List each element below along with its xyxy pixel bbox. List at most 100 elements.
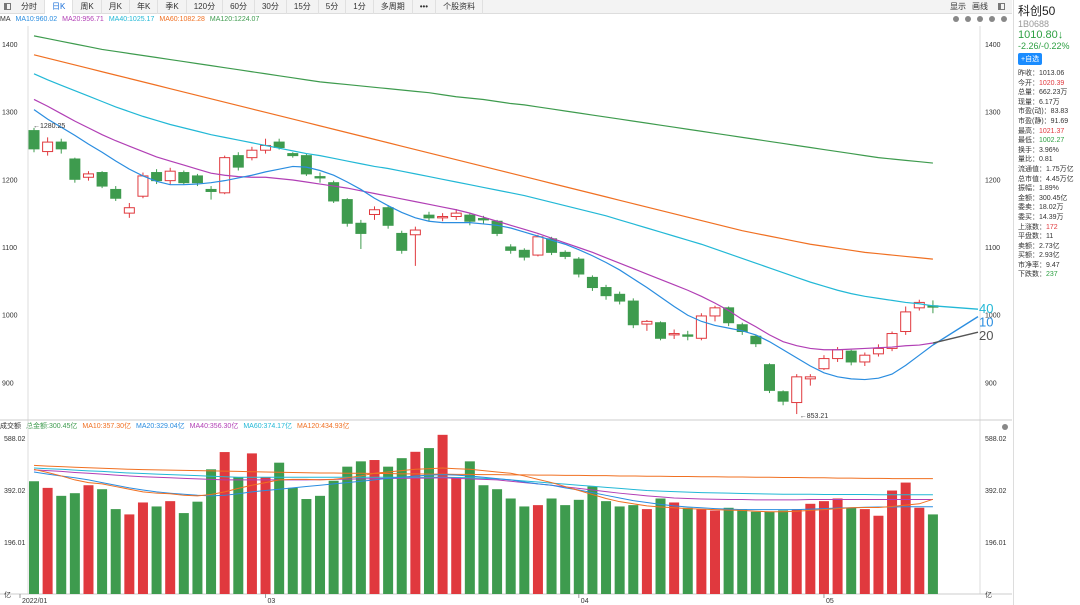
candle-body — [900, 311, 912, 333]
volume-legend-item-3: MA40:356.30亿 — [189, 423, 239, 430]
volume-bar — [546, 498, 557, 594]
stat-value: 11 — [1046, 233, 1054, 241]
volume-bar — [206, 469, 217, 594]
stat-row-16: 上涨数：172 — [1018, 223, 1080, 233]
candle-body — [273, 141, 285, 149]
candle-body — [382, 207, 394, 226]
tab-period-11[interactable]: 1分 — [346, 0, 374, 14]
stat-row-8: 换手：3.96% — [1018, 146, 1080, 156]
stat-row-3: 现量：6.17万 — [1018, 98, 1080, 108]
tab-period-7[interactable]: 60分 — [223, 0, 255, 14]
candle-body — [573, 258, 585, 275]
candle-body — [518, 249, 530, 258]
volume-tick-left: 392.02 — [4, 488, 26, 495]
volume-bar — [532, 505, 543, 594]
volume-bar — [927, 514, 938, 594]
tab-period-1[interactable]: 日K — [45, 0, 74, 14]
volume-bar — [601, 501, 612, 594]
kline-chart[interactable]: 1400 1400 1300 1300 1200 1200 1100 1100 1000 1000… — [0, 0, 1012, 605]
ma40-extension — [932, 305, 979, 310]
stat-value: 300.45亿 — [1039, 194, 1068, 202]
candle-body — [845, 350, 857, 363]
candle-body — [763, 364, 775, 391]
candle-body — [586, 276, 598, 289]
price-tick-left: 1400 — [2, 42, 18, 49]
ma-legend-item-2: MA40:1025.17 — [108, 16, 155, 23]
tab-period-6[interactable]: 120分 — [187, 0, 224, 14]
candle-body — [777, 391, 789, 402]
draw-line-button[interactable]: 画线 — [972, 2, 988, 11]
volume-bar — [655, 498, 666, 594]
stat-row-5: 市盈(静)：91.69 — [1018, 117, 1080, 127]
candle-body — [532, 236, 544, 256]
volume-bar — [560, 505, 571, 594]
tab-period-9[interactable]: 15分 — [287, 0, 319, 14]
tab-period-0[interactable]: 分时 — [14, 0, 45, 14]
candle-body — [300, 155, 312, 175]
display-button[interactable]: 显示 — [950, 2, 966, 11]
vol-ma40-line — [33, 469, 933, 501]
volume-bar — [805, 503, 816, 594]
stat-value: 6.17万 — [1039, 98, 1060, 106]
tab-period-12[interactable]: 多周期 — [374, 0, 413, 14]
stat-row-20: 市净率：9.47 — [1018, 261, 1080, 271]
stat-label: 换手： — [1018, 146, 1039, 154]
tab-period-14[interactable]: 个股资料 — [436, 0, 484, 14]
candle-body — [600, 287, 612, 297]
volume-bar — [641, 509, 652, 594]
tab-period-2[interactable]: 周K — [73, 0, 102, 14]
end-label-20: 20 — [979, 328, 993, 343]
price-tick-right: 1300 — [985, 110, 1001, 117]
tab-period-8[interactable]: 30分 — [255, 0, 287, 14]
volume-bar — [396, 458, 407, 594]
volume-bar — [29, 481, 39, 594]
price-tick-right: 1400 — [985, 42, 1001, 49]
sidebar-toggle-icon[interactable] — [0, 0, 14, 14]
volume-bar — [165, 501, 176, 594]
volume-bar — [151, 506, 162, 594]
candle-body — [641, 320, 653, 325]
candle-body — [505, 246, 517, 251]
tab-period-4[interactable]: 年K — [130, 0, 159, 14]
tab-period-3[interactable]: 月K — [102, 0, 131, 14]
date-tick-label: 03 — [268, 598, 276, 605]
volume-bar — [301, 499, 312, 594]
price-tick-left: 1200 — [2, 177, 18, 184]
candle-body — [913, 301, 925, 309]
stat-row-21: 下跌数：237 — [1018, 270, 1080, 280]
stat-row-11: 总市值：4.45万亿 — [1018, 175, 1080, 185]
stat-label: 量比： — [1018, 156, 1039, 164]
stat-value: 14.39万 — [1039, 213, 1064, 221]
add-watchlist-button[interactable]: +自选 — [1018, 53, 1043, 65]
tab-period-13[interactable]: ••• — [413, 0, 437, 14]
volume-bar — [124, 514, 135, 594]
candle-body — [205, 188, 217, 192]
volume-legend-item-0: 总金额:300.45亿 — [26, 423, 78, 430]
candle-body — [396, 232, 408, 251]
price-tick-right: 1100 — [985, 245, 1000, 252]
stat-value: 91.69 — [1050, 117, 1069, 125]
tab-period-5[interactable]: 季K — [158, 0, 187, 14]
chart-control-icon — [989, 16, 995, 22]
volume-tick-left: 588.02 — [4, 436, 26, 443]
volume-bar — [573, 499, 584, 594]
stat-value: 2.73亿 — [1039, 242, 1060, 250]
stat-label: 买额： — [1018, 252, 1039, 260]
stock-name: 科创50 — [1018, 4, 1056, 18]
date-tick-label: 2022/01 — [22, 598, 47, 605]
vol-ma60-line — [33, 467, 933, 496]
volume-bar — [887, 490, 898, 594]
price-tick-right: 1200 — [985, 177, 1001, 184]
tab-period-10[interactable]: 5分 — [319, 0, 347, 14]
candle-body — [682, 334, 694, 337]
candle-body — [450, 212, 462, 218]
volume-bar — [246, 453, 257, 594]
candle-body — [328, 182, 340, 202]
candle-body — [246, 149, 258, 159]
panel-toggle-icon[interactable] — [994, 0, 1008, 14]
volume-bar — [369, 460, 380, 594]
candle-body — [872, 347, 884, 355]
ma-legend-item-4: MA120:1224.07 — [209, 16, 260, 23]
candle-body — [736, 324, 748, 333]
volume-bar — [192, 501, 203, 594]
